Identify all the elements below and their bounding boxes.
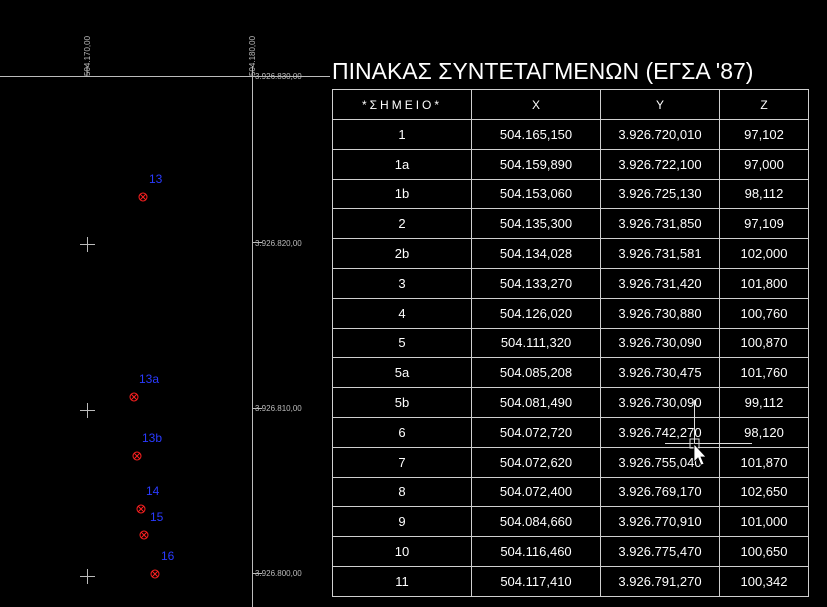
cell-y: 3.926.769,170 <box>600 476 720 508</box>
table-row[interactable]: 2b 504.134,028 3.926.731,581 102,000 <box>332 238 809 269</box>
cell-z: 99,112 <box>719 387 809 418</box>
cell-x: 504.134,028 <box>471 238 601 269</box>
cell-z: 100,870 <box>719 327 809 359</box>
coordinates-table-title: ΠΙΝΑΚΑΣ ΣΥΝΤΕΤΑΓΜΕΝΩΝ (ΕΓΣΑ '87) <box>332 58 754 84</box>
cell-y: 3.926.730,090 <box>600 387 720 418</box>
table-row[interactable]: 8 504.072,400 3.926.769,170 102,650 <box>332 476 809 508</box>
survey-point-14[interactable]: 14 <box>136 484 160 514</box>
survey-point-16[interactable]: 16 <box>150 549 175 579</box>
survey-point-13a[interactable]: 13a <box>129 372 159 402</box>
grid-y-label: 3.926.810,00 <box>255 404 302 413</box>
cell-x: 504.117,410 <box>471 565 601 597</box>
point-label: 13b <box>142 431 162 445</box>
arrow-cursor-icon <box>693 442 707 466</box>
table-row[interactable]: 1a 504.159,890 3.926.722,100 97,000 <box>332 148 809 180</box>
grid-cross <box>80 237 95 252</box>
cell-y: 3.926.720,010 <box>600 119 720 150</box>
survey-point-13b[interactable]: 13b <box>132 431 162 461</box>
cell-point: 4 <box>332 297 472 329</box>
column-header-y: Y <box>600 89 720 120</box>
cell-z: 98,120 <box>719 416 809 448</box>
point-label: 15 <box>150 510 164 524</box>
cell-z: 100,650 <box>719 536 809 567</box>
point-label: 14 <box>146 484 160 498</box>
cell-z: 101,760 <box>719 357 809 389</box>
cell-z: 102,000 <box>719 238 809 269</box>
column-header-z: Z <box>719 89 809 120</box>
grid-cross <box>80 569 95 584</box>
cell-point: 7 <box>332 446 472 478</box>
survey-point-13[interactable]: 13 <box>138 172 163 202</box>
point-label: 13a <box>139 372 159 386</box>
grid-x-label: 504.180,00 <box>248 35 257 76</box>
table-header-row: *ΣΗΜΕΙΟ* X Y Z <box>332 89 809 120</box>
grid-y-label: 3.926.830,00 <box>255 72 302 81</box>
point-label: 16 <box>161 549 175 563</box>
cell-point: 1 <box>332 119 472 150</box>
cell-z: 101,870 <box>719 446 809 478</box>
grid-cross <box>80 403 95 418</box>
cell-point: 3 <box>332 267 472 299</box>
column-header-x: X <box>471 89 601 120</box>
cell-point: 5b <box>332 387 472 418</box>
cell-y: 3.926.722,100 <box>600 148 720 180</box>
cell-x: 504.072,720 <box>471 416 601 448</box>
cell-y: 3.926.731,581 <box>600 238 720 269</box>
cell-y: 3.926.791,270 <box>600 565 720 597</box>
cell-y: 3.926.731,850 <box>600 208 720 240</box>
cell-point: 11 <box>332 565 472 597</box>
coordinates-table[interactable]: *ΣΗΜΕΙΟ* X Y Z 1 504.165,150 3.926.720,010… <box>332 89 809 597</box>
cell-z: 101,000 <box>719 506 809 538</box>
grid-x-label: 504.170,00 <box>83 35 92 76</box>
cell-x: 504.111,320 <box>471 327 601 359</box>
cell-y: 3.926.770,910 <box>600 506 720 538</box>
cell-x: 504.135,300 <box>471 208 601 240</box>
cell-z: 97,102 <box>719 119 809 150</box>
cell-z: 102,650 <box>719 476 809 508</box>
table-row[interactable]: 9 504.084,660 3.926.770,910 101,000 <box>332 506 809 538</box>
cell-z: 97,109 <box>719 208 809 240</box>
cell-y: 3.926.730,475 <box>600 357 720 389</box>
table-body: 1 504.165,150 3.926.720,010 97,102 1a 504.159… <box>332 119 809 597</box>
table-row[interactable]: 1 504.165,150 3.926.720,010 97,102 <box>332 119 809 150</box>
cell-point: 5 <box>332 327 472 359</box>
cell-y: 3.926.725,130 <box>600 178 720 210</box>
survey-point-15[interactable]: 15 <box>139 510 164 540</box>
table-row[interactable]: 3 504.133,270 3.926.731,420 101,800 <box>332 267 809 299</box>
grid-y-label: 3.926.820,00 <box>255 239 302 248</box>
cell-x: 504.072,620 <box>471 446 601 478</box>
table-row[interactable]: 6 504.072,720 3.926.742,270 98,120 <box>332 416 809 448</box>
cell-x: 504.126,020 <box>471 297 601 329</box>
cell-point: 2b <box>332 238 472 269</box>
cell-x: 504.159,890 <box>471 148 601 180</box>
column-header-point: *ΣΗΜΕΙΟ* <box>332 89 472 120</box>
cell-x: 504.085,208 <box>471 357 601 389</box>
grid-y-label: 3.926.800,00 <box>255 569 302 578</box>
point-label: 13 <box>149 172 163 186</box>
cell-y: 3.926.730,880 <box>600 297 720 329</box>
cell-x: 504.153,060 <box>471 178 601 210</box>
cell-z: 101,800 <box>719 267 809 299</box>
cell-x: 504.081,490 <box>471 387 601 418</box>
cell-z: 100,342 <box>719 565 809 597</box>
cell-y: 3.926.730,090 <box>600 327 720 359</box>
table-row[interactable]: 11 504.117,410 3.926.791,270 100,342 <box>332 565 809 597</box>
table-row[interactable]: 5b 504.081,490 3.926.730,090 99,112 <box>332 387 809 418</box>
cell-x: 504.116,460 <box>471 536 601 567</box>
table-row[interactable]: 5 504.111,320 3.926.730,090 100,870 <box>332 327 809 359</box>
